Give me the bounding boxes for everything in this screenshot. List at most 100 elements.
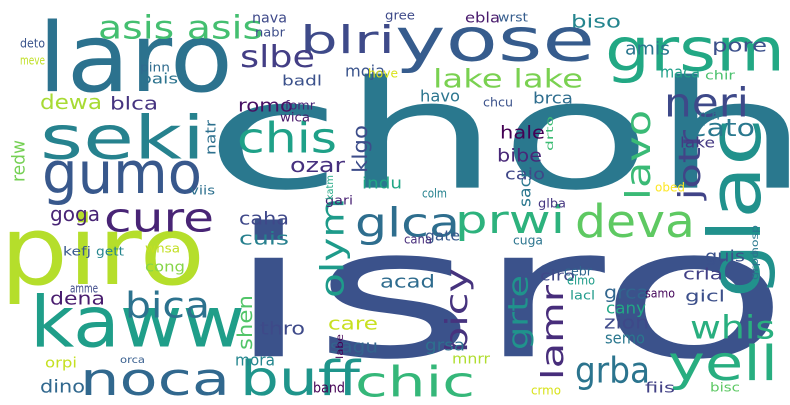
cloud-word: chic	[355, 358, 475, 405]
cloud-word: whsa	[145, 241, 180, 256]
cloud-word: wrst	[498, 10, 528, 25]
cloud-word: chir	[705, 68, 735, 83]
cloud-word: wica	[280, 110, 310, 125]
cloud-word: crmo	[531, 383, 561, 398]
cloud-word: cong	[145, 259, 185, 276]
cloud-word: shen	[233, 295, 257, 350]
cloud-word: bisc	[710, 380, 740, 395]
cloud-word: grba	[575, 348, 650, 392]
cloud-word: pinn	[140, 60, 170, 75]
cloud-word: maca	[660, 62, 700, 82]
cloud-word: gree	[385, 8, 415, 23]
cloud-word: gari	[325, 193, 353, 208]
cloud-word: yell	[668, 336, 778, 392]
cloud-word: kefj	[63, 244, 91, 259]
cloud-word: klgo	[348, 125, 372, 173]
cloud-word: piro	[0, 197, 205, 308]
cloud-word: gicl	[685, 286, 725, 306]
cloud-word: fiis	[645, 380, 675, 397]
cloud-word: nabr	[255, 25, 285, 40]
cloud-word: laro	[38, 4, 233, 115]
cloud-word: dena	[50, 288, 105, 310]
cloud-word: sacn	[515, 167, 535, 207]
cloud-word: havo	[420, 86, 460, 106]
cloud-word: bica	[125, 283, 210, 327]
cloud-word: blca	[110, 93, 158, 115]
cloud-word: calo	[505, 164, 545, 184]
cloud-word: biso	[571, 11, 621, 33]
cloud-word: cuga	[513, 233, 543, 248]
cloud-word: olym	[314, 198, 352, 298]
cloud-word: moja	[345, 61, 385, 81]
cloud-word: badl	[282, 73, 322, 90]
cloud-word: cebr	[564, 264, 592, 279]
cloud-word: dino	[40, 376, 85, 398]
cloud-word: gumo	[42, 140, 202, 208]
cloud-word: isro	[225, 189, 790, 400]
cloud-word: lake lake	[433, 63, 583, 94]
cloud-word: natr	[203, 120, 220, 155]
cloud-word: indu	[362, 173, 402, 193]
cloud-word: whis	[690, 309, 775, 347]
cloud-word: seki	[40, 102, 205, 173]
cloud-word: caha	[239, 208, 289, 230]
cloud-word: colm	[422, 186, 447, 201]
cloud-word: grsa	[425, 335, 465, 355]
cloud-word: asis asis	[98, 9, 263, 47]
cloud-word: gett	[96, 244, 124, 259]
cloud-word: lacl	[570, 288, 595, 303]
cloud-word: lamr	[534, 285, 570, 380]
cloud-word: kaww	[30, 281, 245, 364]
cloud-word: katm	[323, 175, 336, 200]
cloud-word: ebla	[465, 10, 500, 27]
cloud-word: crla	[683, 264, 723, 284]
cloud-word: goga	[50, 202, 100, 226]
cloud-word: cuis	[239, 228, 289, 250]
cloud-word: mnrr	[452, 351, 490, 368]
cloud-word: cana	[404, 232, 432, 247]
cloud-word: viis	[190, 183, 215, 198]
cloud-word: yose	[395, 4, 595, 75]
cloud-word: arch	[690, 108, 720, 123]
cloud-word: deva	[575, 196, 695, 248]
cloud-word: chis	[237, 114, 337, 163]
cloud-word: glca	[355, 199, 460, 247]
cloud-word: thro	[260, 318, 305, 340]
cloud-word: choh	[205, 49, 790, 224]
cloud-word: drto	[543, 116, 556, 151]
cloud-word: meve	[20, 53, 45, 68]
cloud-word: zion	[604, 312, 649, 334]
cloud-word: mora	[235, 350, 275, 370]
cloud-word: semo	[605, 328, 645, 348]
cloud-word: pais	[140, 71, 178, 88]
cloud-word: grpo	[748, 250, 761, 280]
cloud-word: orca	[120, 353, 145, 366]
cloud-word: grsm	[605, 14, 785, 85]
cloud-word: noca	[80, 354, 230, 405]
cloud-word: prwi	[455, 198, 565, 243]
cloud-word: ozar	[290, 153, 345, 177]
cloud-word: elmo	[567, 273, 595, 288]
cloud-word: cure	[104, 194, 214, 242]
cloud-word: dewa	[40, 90, 102, 114]
cloud-word: acad	[380, 271, 435, 293]
cloud-word: deto	[20, 36, 45, 51]
cloud-word: obed	[655, 180, 685, 195]
cloud-word: samo	[645, 286, 675, 301]
cloud-word: neri	[664, 79, 749, 127]
cloud-word: bibe	[497, 145, 542, 167]
cloud-word: buff	[240, 351, 360, 405]
cloud-word: cany	[606, 298, 646, 318]
cloud-word: gate	[425, 228, 460, 245]
cloud-word: labe	[333, 334, 346, 359]
cloud-word: slbe	[240, 38, 315, 74]
cloud-word: care	[328, 313, 378, 335]
cloud-word: glba	[538, 196, 566, 211]
cloud-word: pore	[712, 35, 767, 57]
cloud-word: nava	[252, 10, 287, 27]
cloud-word: fomr	[285, 98, 315, 113]
cloud-word: cato	[690, 114, 755, 143]
cloud-word: sagu	[330, 336, 378, 358]
cloud-word: brca	[533, 88, 573, 108]
cloud-word: romo	[238, 95, 293, 117]
